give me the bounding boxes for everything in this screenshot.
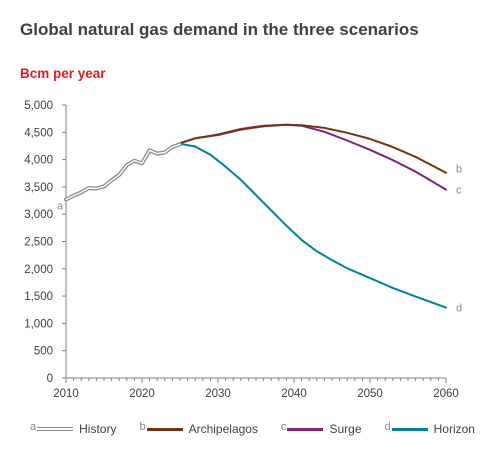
legend: a History b Archipelagos c Surge d Horiz… — [30, 420, 492, 438]
legend-label-horizon: Horizon — [433, 422, 475, 436]
series-letter-a: a — [57, 200, 64, 212]
y-axis-label: Bcm per year — [20, 66, 106, 81]
series-letter-c: c — [456, 185, 462, 197]
series-letter-d: d — [456, 303, 462, 315]
legend-label-surge: Surge — [329, 422, 362, 436]
x-tick-label: 2050 — [357, 388, 383, 400]
legend-letter-b: b — [139, 421, 146, 433]
y-tick-label: 3,500 — [24, 182, 53, 194]
series-line-horizon — [179, 142, 447, 309]
y-tick-label: 5,000 — [24, 100, 53, 112]
chart-title: Global natural gas demand in the three s… — [20, 20, 419, 39]
x-tick-label: 2020 — [129, 388, 155, 400]
x-tick-label: 2030 — [205, 388, 231, 400]
legend-item-horizon: d Horizon — [384, 421, 475, 436]
legend-letter-d: d — [384, 421, 391, 433]
y-tick-label: 1,500 — [24, 291, 53, 303]
y-tick-label: 3,000 — [24, 209, 53, 221]
legend-swatch-surge — [287, 427, 324, 431]
x-tick-label: 2010 — [53, 388, 79, 400]
y-tick-label: 2,500 — [24, 237, 53, 249]
y-tick-label: 0 — [47, 373, 53, 385]
legend-item-history: a History — [30, 421, 117, 436]
y-tick-label: 2,000 — [24, 264, 53, 276]
legend-letter-a: a — [30, 421, 37, 433]
legend-label-history: History — [79, 422, 117, 436]
legend-swatch-history — [37, 427, 74, 431]
y-tick-label: 4,000 — [24, 155, 53, 167]
series-line-archipelagos — [179, 123, 447, 174]
legend-item-archipelagos: b Archipelagos — [139, 421, 258, 436]
y-tick-label: 4,500 — [24, 127, 53, 139]
y-tick-label: 1,000 — [24, 318, 53, 330]
legend-letter-c: c — [280, 421, 287, 433]
x-tick-label: 2040 — [281, 388, 307, 400]
legend-label-archipelagos: Archipelagos — [188, 422, 258, 436]
y-tick-label: 500 — [34, 346, 53, 358]
series-line-history-inner — [65, 143, 181, 201]
legend-swatch-archipelagos — [146, 427, 183, 431]
legend-item-surge: c Surge — [280, 421, 362, 436]
series-letter-b: b — [456, 164, 462, 176]
legend-swatch-horizon — [391, 427, 428, 431]
x-tick-label: 2060 — [433, 388, 459, 400]
